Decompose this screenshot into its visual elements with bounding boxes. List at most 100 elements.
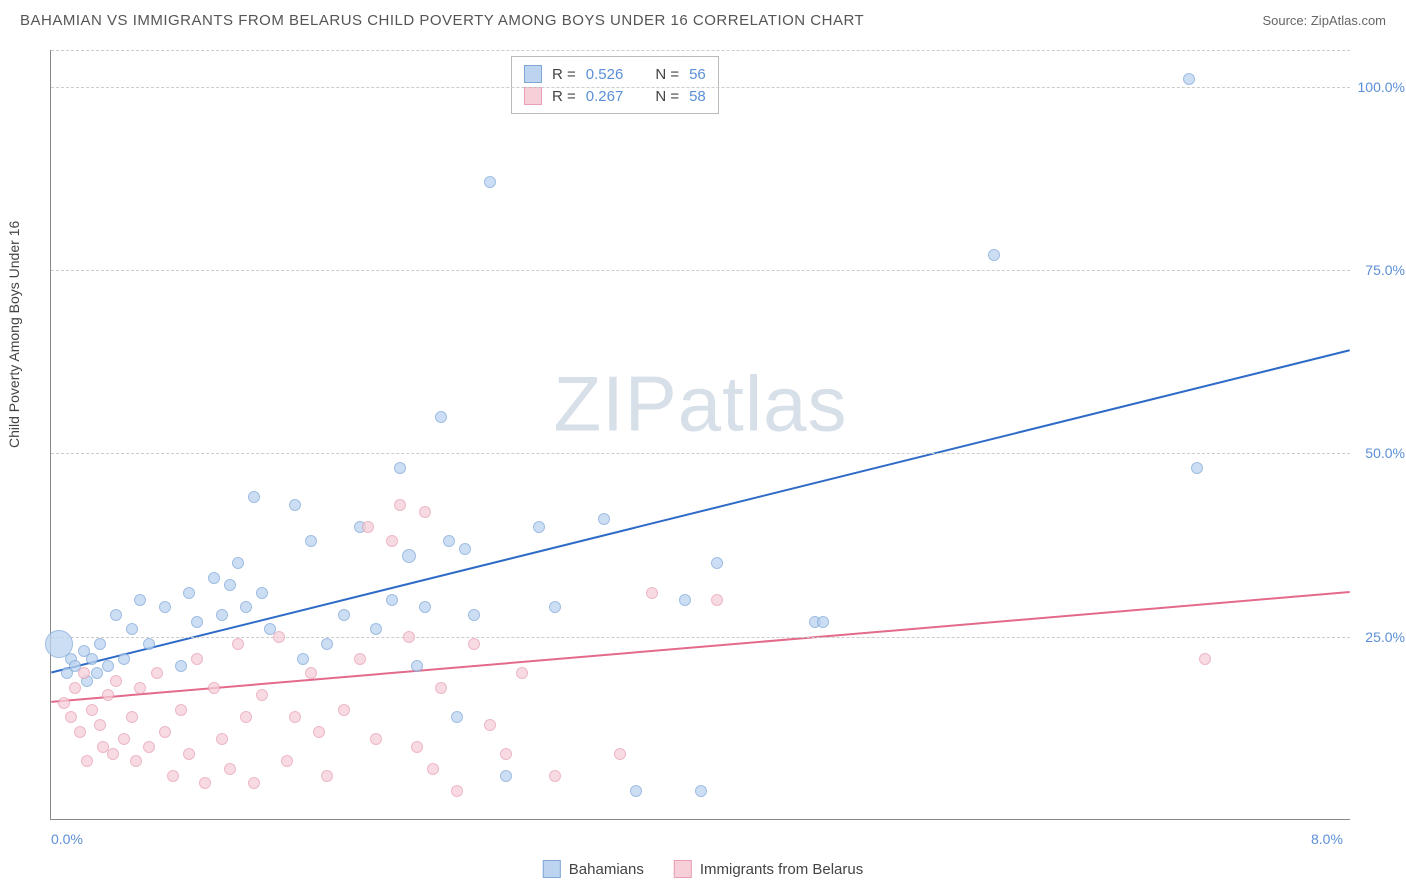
chart-header: BAHAMIAN VS IMMIGRANTS FROM BELARUS CHIL… <box>0 0 1406 37</box>
watermark: ZIPatlas <box>553 358 847 449</box>
data-point <box>110 675 122 687</box>
data-point <box>549 601 561 613</box>
data-point <box>248 491 260 503</box>
bottom-legend: Bahamians Immigrants from Belarus <box>543 860 863 878</box>
data-point <box>549 770 561 782</box>
data-point <box>191 616 203 628</box>
data-point <box>81 755 93 767</box>
data-point <box>321 638 333 650</box>
data-point <box>711 557 723 569</box>
data-point <box>281 755 293 767</box>
data-point <box>313 726 325 738</box>
data-point <box>321 770 333 782</box>
data-point <box>468 609 480 621</box>
data-point <box>338 704 350 716</box>
grid-line <box>51 453 1350 454</box>
data-point <box>305 667 317 679</box>
data-point <box>208 572 220 584</box>
data-point <box>183 748 195 760</box>
data-point <box>630 785 642 797</box>
data-point <box>386 594 398 606</box>
data-point <box>232 638 244 650</box>
data-point <box>91 667 103 679</box>
n-value-0: 56 <box>689 66 706 83</box>
data-point <box>232 557 244 569</box>
data-point <box>1183 73 1195 85</box>
data-point <box>711 594 723 606</box>
data-point <box>988 249 1000 261</box>
data-point <box>107 748 119 760</box>
data-point <box>411 660 423 672</box>
n-label-1: N = <box>655 88 679 105</box>
y-tick-label: 25.0% <box>1365 629 1405 645</box>
data-point <box>402 549 416 563</box>
data-point <box>199 777 211 789</box>
data-point <box>646 587 658 599</box>
data-point <box>130 755 142 767</box>
scatter-chart: ZIPatlas R = 0.526 N = 56 R = 0.267 N = … <box>50 50 1350 820</box>
data-point <box>451 785 463 797</box>
y-axis-label: Child Poverty Among Boys Under 16 <box>6 221 22 448</box>
r-label-0: R = <box>552 66 576 83</box>
legend-label-1: Immigrants from Belarus <box>700 861 863 878</box>
data-point <box>370 623 382 635</box>
data-point <box>208 682 220 694</box>
data-point <box>362 521 374 533</box>
data-point <box>118 653 130 665</box>
n-label-0: N = <box>655 66 679 83</box>
legend-item-1: Immigrants from Belarus <box>674 860 863 878</box>
data-point <box>94 638 106 650</box>
data-point <box>305 535 317 547</box>
data-point <box>110 609 122 621</box>
data-point <box>191 653 203 665</box>
data-point <box>86 653 98 665</box>
data-point <box>69 682 81 694</box>
data-point <box>248 777 260 789</box>
data-point <box>65 711 77 723</box>
data-point <box>143 638 155 650</box>
data-point <box>240 711 252 723</box>
data-point <box>370 733 382 745</box>
swatch-series-1 <box>524 87 542 105</box>
data-point <box>500 770 512 782</box>
data-point <box>78 667 90 679</box>
data-point <box>394 462 406 474</box>
trend-lines <box>51 50 1350 819</box>
legend-item-0: Bahamians <box>543 860 644 878</box>
data-point <box>338 609 350 621</box>
data-point <box>419 601 431 613</box>
chart-title: BAHAMIAN VS IMMIGRANTS FROM BELARUS CHIL… <box>20 12 864 29</box>
data-point <box>403 631 415 643</box>
data-point <box>516 667 528 679</box>
data-point <box>224 579 236 591</box>
data-point <box>86 704 98 716</box>
x-tick-label: 8.0% <box>1311 831 1343 847</box>
data-point <box>289 711 301 723</box>
data-point <box>354 653 366 665</box>
y-tick-label: 75.0% <box>1365 262 1405 278</box>
data-point <box>614 748 626 760</box>
data-point <box>216 733 228 745</box>
data-point <box>419 506 431 518</box>
data-point <box>598 513 610 525</box>
stats-row-1: R = 0.267 N = 58 <box>524 85 706 107</box>
data-point <box>1191 462 1203 474</box>
stats-legend: R = 0.526 N = 56 R = 0.267 N = 58 <box>511 56 719 114</box>
r-label-1: R = <box>552 88 576 105</box>
n-value-1: 58 <box>689 88 706 105</box>
data-point <box>175 704 187 716</box>
data-point <box>159 726 171 738</box>
data-point <box>411 741 423 753</box>
legend-label-0: Bahamians <box>569 861 644 878</box>
data-point <box>386 535 398 547</box>
data-point <box>484 176 496 188</box>
data-point <box>183 587 195 599</box>
legend-swatch-1 <box>674 860 692 878</box>
data-point <box>102 689 114 701</box>
r-value-1: 0.267 <box>586 88 624 105</box>
data-point <box>451 711 463 723</box>
data-point <box>256 587 268 599</box>
data-point <box>695 785 707 797</box>
data-point <box>143 741 155 753</box>
legend-swatch-0 <box>543 860 561 878</box>
